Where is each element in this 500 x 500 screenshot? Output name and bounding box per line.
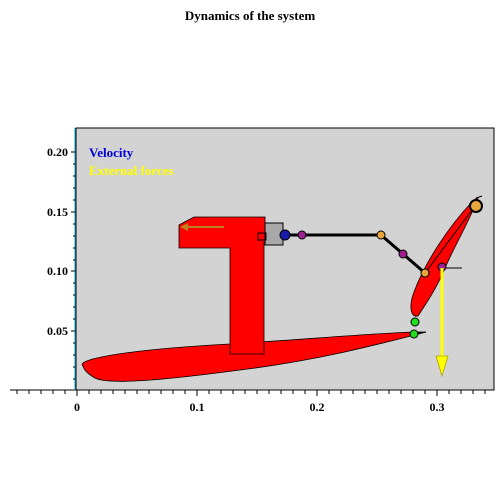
joint-blue bbox=[279, 229, 291, 241]
force-arrow-head-icon bbox=[180, 223, 188, 231]
y-tick-label: 0.05 bbox=[47, 324, 68, 338]
y-tick-label: 0.10 bbox=[47, 264, 68, 278]
flap-tip bbox=[475, 195, 483, 199]
t-support bbox=[178, 216, 266, 355]
y-tick-label: 0.20 bbox=[47, 145, 68, 159]
joint-purple bbox=[398, 249, 408, 259]
flap-link bbox=[424, 205, 476, 274]
x-axis-ticks bbox=[16, 390, 486, 396]
legend-external-forces: External forces bbox=[89, 163, 174, 178]
x-tick-label: 0.3 bbox=[430, 400, 445, 414]
joint-green bbox=[409, 329, 419, 339]
external-force-arrow-head-icon bbox=[435, 355, 449, 378]
x-tick-label: 0 bbox=[74, 400, 80, 414]
legend-velocity: Velocity bbox=[89, 145, 134, 160]
linkage-bar bbox=[285, 233, 426, 275]
y-tick-label: 0.15 bbox=[47, 205, 68, 219]
diagram-title: Dynamics of the system bbox=[184, 8, 316, 23]
joint-orange-large bbox=[469, 199, 483, 213]
y-axis-ticks bbox=[71, 151, 75, 380]
x-tick-label: 0.2 bbox=[310, 400, 325, 414]
joint-orange bbox=[420, 268, 430, 278]
slider-pin bbox=[257, 232, 267, 241]
x-tick-label: 0.1 bbox=[190, 400, 205, 414]
joint-purple bbox=[297, 230, 307, 240]
airfoil-body bbox=[81, 331, 427, 382]
joint-orange bbox=[376, 230, 386, 240]
joint-green bbox=[410, 317, 420, 327]
